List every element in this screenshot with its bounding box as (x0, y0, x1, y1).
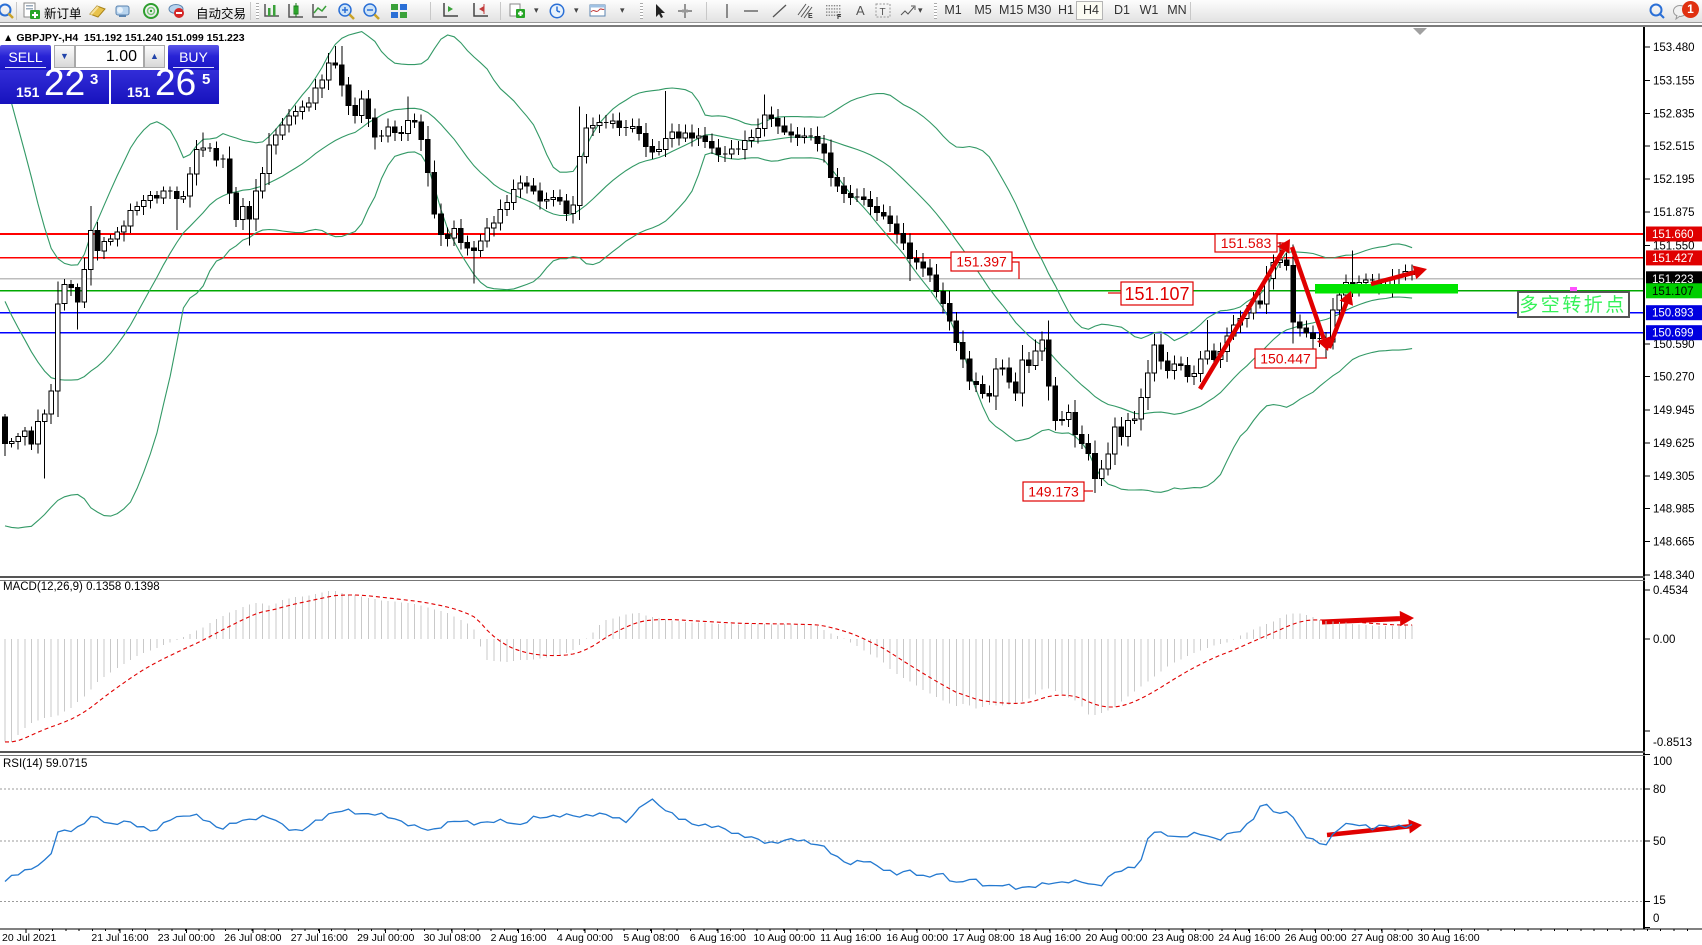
svg-text:151.397: 151.397 (956, 254, 1007, 270)
svg-text:151.107: 151.107 (1652, 286, 1694, 298)
svg-text:148.665: 148.665 (1653, 537, 1695, 549)
svg-text:150.893: 150.893 (1652, 308, 1694, 320)
svg-text:152.835: 152.835 (1653, 108, 1695, 120)
svg-text:16 Aug 00:00: 16 Aug 00:00 (886, 932, 948, 944)
svg-text:11 Aug 16:00: 11 Aug 16:00 (820, 932, 881, 944)
svg-text:-0.8513: -0.8513 (1653, 737, 1692, 749)
svg-text:150.270: 150.270 (1653, 372, 1695, 384)
svg-text:15: 15 (1653, 895, 1666, 907)
svg-text:149.173: 149.173 (1028, 484, 1079, 500)
svg-text:30 Jul 08:00: 30 Jul 08:00 (424, 932, 481, 944)
svg-text:6 Aug 16:00: 6 Aug 16:00 (690, 932, 746, 944)
svg-text:50: 50 (1653, 836, 1666, 848)
svg-text:21 Jul 16:00: 21 Jul 16:00 (91, 932, 148, 944)
svg-text:T: T (880, 7, 886, 18)
svg-text:148.985: 148.985 (1653, 504, 1695, 516)
svg-text:26 Jul 08:00: 26 Jul 08:00 (224, 932, 281, 944)
svg-text:F: F (837, 14, 842, 20)
svg-text:27 Jul 16:00: 27 Jul 16:00 (291, 932, 348, 944)
svg-text:20 Aug 00:00: 20 Aug 00:00 (1086, 932, 1148, 944)
svg-text:26 Aug 00:00: 26 Aug 00:00 (1285, 932, 1347, 944)
svg-text:10 Aug 00:00: 10 Aug 00:00 (753, 932, 815, 944)
svg-text:149.625: 149.625 (1653, 438, 1695, 450)
svg-text:MACD(12,26,9) 0.1358 0.1398: MACD(12,26,9) 0.1358 0.1398 (3, 581, 160, 593)
svg-text:151.875: 151.875 (1653, 207, 1695, 219)
svg-text:0.4534: 0.4534 (1653, 585, 1689, 597)
svg-text:153.155: 153.155 (1653, 75, 1695, 87)
svg-text:30 Aug 16:00: 30 Aug 16:00 (1418, 932, 1480, 944)
svg-text:20 Jul 2021: 20 Jul 2021 (2, 932, 56, 944)
svg-text:17 Aug 08:00: 17 Aug 08:00 (953, 932, 1015, 944)
svg-text:148.340: 148.340 (1653, 570, 1695, 582)
svg-text:152.195: 152.195 (1653, 174, 1695, 186)
svg-text:29 Jul 00:00: 29 Jul 00:00 (357, 932, 414, 944)
svg-text:149.945: 149.945 (1653, 405, 1695, 417)
svg-text:2 Aug 16:00: 2 Aug 16:00 (491, 932, 547, 944)
svg-text:5 Aug 08:00: 5 Aug 08:00 (623, 932, 679, 944)
svg-text:100: 100 (1653, 756, 1672, 768)
svg-text:151.223: 151.223 (1652, 274, 1694, 286)
svg-text:153.480: 153.480 (1653, 42, 1695, 54)
svg-text:E: E (808, 13, 813, 20)
svg-text:0: 0 (1653, 913, 1659, 925)
svg-text:150.699: 150.699 (1652, 328, 1694, 340)
svg-text:152.515: 152.515 (1653, 141, 1695, 153)
svg-text:18 Aug 16:00: 18 Aug 16:00 (1019, 932, 1081, 944)
svg-text:151.107: 151.107 (1124, 284, 1189, 304)
svg-text:149.305: 149.305 (1653, 471, 1695, 483)
svg-text:151.583: 151.583 (1221, 235, 1272, 251)
svg-text:23 Aug 08:00: 23 Aug 08:00 (1152, 932, 1214, 944)
svg-text:0.00: 0.00 (1653, 634, 1675, 646)
svg-text:4 Aug 00:00: 4 Aug 00:00 (557, 932, 613, 944)
svg-text:150.447: 150.447 (1260, 351, 1311, 367)
svg-text:151.660: 151.660 (1652, 229, 1694, 241)
svg-text:150.590: 150.590 (1653, 339, 1695, 351)
svg-text:24 Aug 16:00: 24 Aug 16:00 (1218, 932, 1280, 944)
svg-text:80: 80 (1653, 784, 1666, 796)
svg-text:151.550: 151.550 (1653, 240, 1695, 252)
svg-text:23 Jul 00:00: 23 Jul 00:00 (158, 932, 215, 944)
svg-text:多空转折点: 多空转折点 (1519, 294, 1627, 316)
svg-text:151.427: 151.427 (1652, 253, 1694, 265)
svg-text:27 Aug 08:00: 27 Aug 08:00 (1351, 932, 1413, 944)
svg-text:RSI(14) 59.0715: RSI(14) 59.0715 (3, 758, 87, 770)
